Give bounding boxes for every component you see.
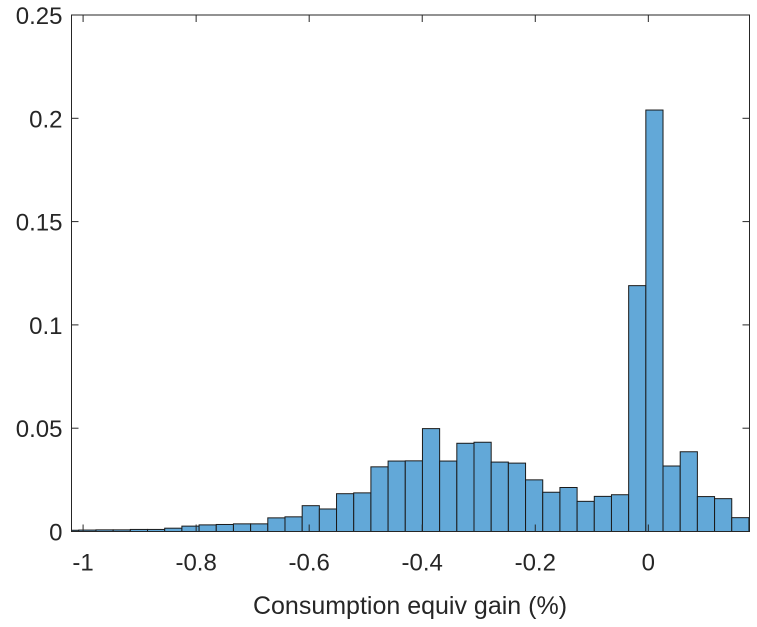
x-tick-label: -0.6: [289, 550, 330, 577]
histogram-bar: [473, 441, 492, 533]
axes-box: [71, 14, 750, 532]
histogram-bar: [628, 285, 647, 532]
histogram-bar: [370, 466, 389, 532]
histogram-bar: [336, 493, 355, 532]
bars-group: [71, 109, 750, 533]
histogram-bar: [645, 109, 664, 532]
histogram-bar: [456, 442, 475, 532]
histogram-bar: [353, 492, 372, 533]
y-tick-label: 0.25: [16, 3, 63, 30]
histogram-bar: [267, 517, 286, 532]
histogram-bar: [250, 523, 269, 532]
y-tick-label: 0.1: [29, 313, 62, 340]
x-axis-label: Consumption equiv gain (%): [253, 592, 567, 620]
x-tick-label: -0.4: [402, 550, 443, 577]
histogram-bar: [301, 505, 320, 532]
y-tick-label: 0.05: [16, 416, 63, 443]
y-tick-label: 0.15: [16, 210, 63, 237]
x-tick-label: -1: [72, 550, 93, 577]
histogram-bar: [439, 460, 458, 533]
histogram-bar: [318, 508, 338, 532]
histogram-bar: [542, 491, 561, 533]
y-tick-label: 0.2: [29, 106, 62, 133]
histogram-bar: [696, 496, 716, 532]
ticks-group: -1 -0.8 -0.6 -0.4 -0.2 0 0 0.05 0.1 0.15 0.2 0.25: [16, 3, 750, 577]
histogram-bar: [507, 462, 527, 532]
histogram-bar: [559, 486, 578, 532]
histogram-bar: [662, 465, 681, 533]
histogram-bar: [576, 500, 595, 532]
histogram-bar: [593, 495, 612, 532]
y-tick-label: 0: [49, 520, 62, 547]
histogram-bar: [284, 516, 303, 533]
histogram-bar: [198, 524, 217, 532]
histogram-bar: [404, 460, 423, 533]
histogram-bar: [679, 451, 698, 533]
histogram-bar: [610, 494, 630, 532]
x-tick-label: 0: [642, 550, 655, 577]
histogram-bar: [731, 517, 750, 532]
histogram-bar: [421, 428, 441, 532]
histogram-bar: [714, 498, 733, 533]
histogram-bar: [525, 479, 544, 533]
histogram-bar: [387, 460, 406, 533]
x-tick-label: -0.2: [515, 550, 556, 577]
histogram-bar: [232, 523, 252, 532]
histogram-bar: [490, 461, 509, 532]
histogram-bar: [215, 523, 234, 532]
x-tick-label: -0.8: [175, 550, 216, 577]
